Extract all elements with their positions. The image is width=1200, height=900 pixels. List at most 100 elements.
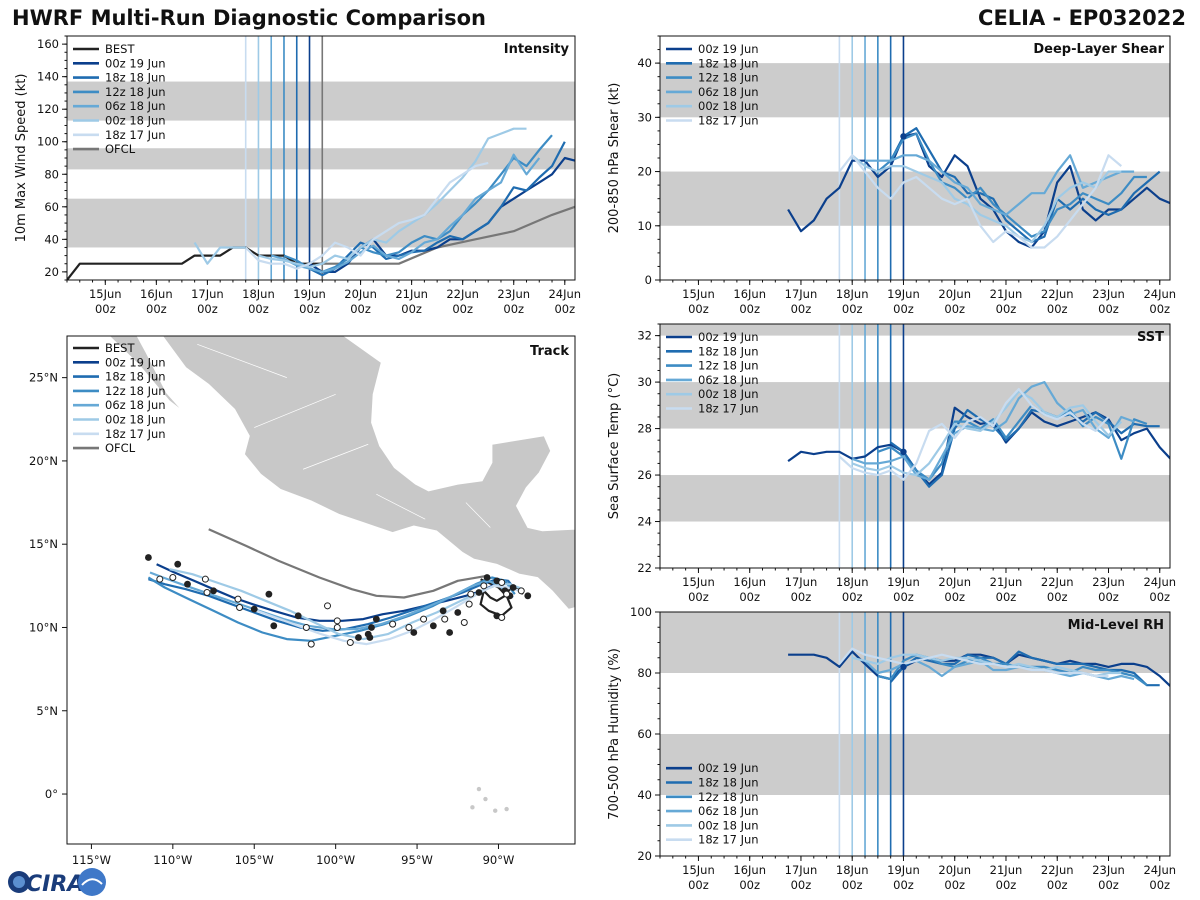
rh-xtick-hour: 00z	[842, 878, 863, 892]
shear-series-line	[851, 154, 1122, 244]
track-marker-filled	[483, 574, 491, 581]
track-marker-open	[467, 590, 475, 598]
shear-xtick-day: 20Jun	[938, 287, 971, 301]
sst-xtick-hour: 00z	[1098, 590, 1119, 604]
shear-legend-label: 18z 18 Jun	[698, 56, 759, 70]
intensity-legend-label: BEST	[105, 42, 135, 56]
intensity-xtick-day: 18Jun	[242, 287, 275, 301]
track-marker-filled	[410, 629, 418, 636]
intensity-panel-title: Intensity	[504, 42, 570, 57]
shear-xtick-hour: 00z	[893, 302, 914, 316]
track-border-line	[254, 393, 336, 428]
sst-xtick-hour: 00z	[842, 590, 863, 604]
track-marker-open	[201, 575, 209, 583]
rh-xtick-day: 15Jun	[682, 863, 715, 877]
intensity-legend-label: OFCL	[105, 142, 136, 156]
track-island	[483, 796, 488, 802]
rh-xtick-day: 23Jun	[1092, 863, 1125, 877]
storm-id-title: CELIA - EP032022	[978, 6, 1186, 30]
track-panel: 115°W 110°W 105°W 100°W 95°W 90°W 0° 5°N 10°N 15°…	[29, 335, 576, 867]
sst-band	[660, 475, 1170, 522]
shear-legend-label: 00z 18 Jun	[698, 99, 759, 113]
rh-ytick-label: 60	[637, 727, 652, 741]
rh-panel: 20 40 60 80 100 700-500 hPa Humidity (%) 15Jun…	[607, 605, 1176, 892]
track-marker-filled	[475, 589, 483, 596]
track-marker-open	[333, 617, 341, 625]
track-border-line	[197, 343, 287, 378]
sst-plot-area	[660, 324, 1170, 568]
shear-xtick-day: 16Jun	[733, 287, 766, 301]
intensity-ytick-label: 80	[44, 167, 59, 181]
shear-xtick-day: 24Jun	[1143, 287, 1176, 301]
intensity-ytick-label: 120	[37, 102, 59, 116]
sst-series-line	[851, 381, 1135, 481]
sst-xtick-hour: 00z	[944, 590, 965, 604]
sst-xtick-day: 24Jun	[1143, 575, 1176, 589]
rh-xtick-hour: 00z	[1098, 878, 1119, 892]
intensity-xtick-hour: 00z	[350, 302, 371, 316]
track-marker-filled	[210, 587, 217, 595]
shear-xtick-hour: 00z	[791, 302, 812, 316]
sst-legend-label: 18z 18 Jun	[698, 344, 759, 358]
track-xtick-label: 110°W	[153, 853, 192, 867]
sst-xtick-day: 22Jun	[1041, 575, 1074, 589]
sst-ylabel: Sea Surface Temp (°C)	[607, 373, 622, 520]
rh-panel-title: Mid-Level RH	[1068, 618, 1164, 633]
track-ytick-label: 5°N	[36, 704, 58, 718]
shear-xtick-day: 22Jun	[1041, 287, 1074, 301]
intensity-series-line	[322, 205, 575, 265]
track-series-line	[252, 584, 520, 646]
sst-xtick-hour: 00z	[1149, 590, 1170, 604]
shear-xtick-hour: 00z	[996, 302, 1017, 316]
intensity-xtick-day: 24Jun	[548, 287, 581, 301]
intensity-xtick-hour: 00z	[299, 302, 320, 316]
intensity-series-line	[244, 161, 489, 270]
shear-legend-label: 06z 18 Jun	[698, 85, 759, 99]
shear-xtick-day: 15Jun	[682, 287, 715, 301]
track-ytick-label: 0°	[45, 787, 58, 801]
intensity-band	[67, 148, 575, 170]
track-marker-filled	[270, 622, 278, 630]
track-ytick-label: 20°N	[29, 454, 58, 468]
rh-ytick-label: 20	[637, 849, 652, 863]
track-frame	[66, 335, 576, 845]
track-marker-filled	[454, 609, 462, 616]
track-border-line	[465, 502, 491, 528]
shear-xtick-day: 19Jun	[887, 287, 920, 301]
sst-xtick-hour: 00z	[791, 590, 812, 604]
sst-xtick-day: 17Jun	[785, 575, 818, 589]
track-marker-open	[465, 600, 473, 608]
shear-xtick-hour: 00z	[688, 302, 709, 316]
track-marker-open	[389, 620, 397, 628]
track-legend-label: 00z 18 Jun	[105, 413, 166, 427]
rh-ylabel: 700-500 hPa Humidity (%)	[607, 648, 622, 820]
track-marker-filled	[524, 592, 532, 600]
track-xtick-label: 95°W	[401, 853, 433, 867]
intensity-series-line	[308, 156, 575, 273]
sst-ytick-label: 30	[637, 375, 652, 389]
intensity-xtick-hour: 00z	[452, 302, 473, 316]
track-marker-open	[236, 603, 244, 611]
track-marker-open	[333, 623, 341, 631]
intensity-xtick-hour: 00z	[95, 302, 116, 316]
track-land-mass	[108, 336, 575, 610]
sst-ytick-label: 22	[637, 561, 652, 575]
intensity-ytick-label: 20	[44, 265, 59, 279]
track-marker-open	[420, 615, 428, 623]
sst-xtick-hour: 00z	[1047, 590, 1068, 604]
track-legend-label: OFCL	[105, 441, 136, 455]
rh-series-line	[889, 650, 1160, 687]
track-marker-open	[441, 615, 449, 623]
intensity-xtick-day: 20Jun	[344, 287, 377, 301]
cira-logo-globe-inner	[13, 876, 25, 888]
cira-logo-badge	[78, 868, 106, 896]
intensity-ylabel: 10m Max Wind Speed (kt)	[14, 74, 29, 243]
track-marker-filled	[294, 612, 302, 620]
shear-band	[660, 63, 1170, 118]
shear-ytick-label: 20	[637, 165, 652, 179]
sst-xtick-day: 21Jun	[990, 575, 1023, 589]
intensity-xtick-day: 22Jun	[446, 287, 479, 301]
intensity-xtick-day: 23Jun	[497, 287, 530, 301]
